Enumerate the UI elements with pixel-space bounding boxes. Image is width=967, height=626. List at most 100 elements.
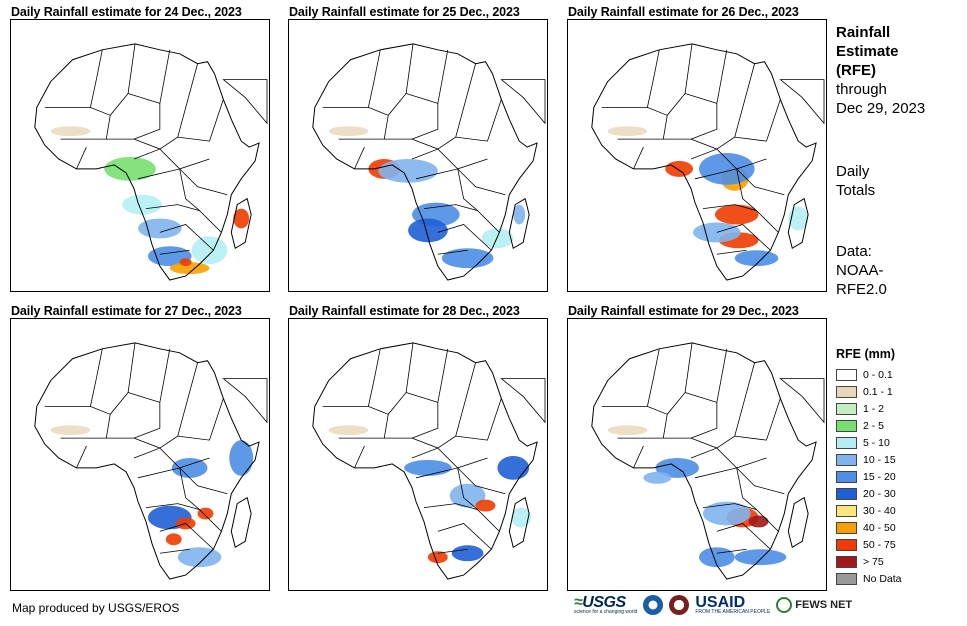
usgs-logo-text: USGS: [582, 594, 626, 611]
country-border: [734, 99, 781, 142]
rainfall-area: [191, 236, 228, 265]
seal-logo-icon: [669, 594, 690, 615]
country-border: [411, 447, 488, 469]
country-border: [423, 204, 500, 233]
legend-item: 0.1 - 1: [836, 383, 902, 400]
rainfall-area: [171, 457, 208, 478]
rainfall-map-26dec: [567, 19, 827, 292]
panel-title-29dec: Daily Rainfall estimate for 29 Dec., 202…: [568, 304, 799, 318]
legend-label: 0.1 - 1: [863, 385, 893, 398]
title-line-1: Rainfall: [836, 24, 891, 41]
arabia-landmass: [222, 378, 268, 424]
country-border: [179, 467, 200, 510]
usgs-logo: ≈USGS science for a changing world: [574, 594, 638, 615]
country-border: [716, 249, 747, 255]
country-border: [690, 447, 767, 469]
country-border: [137, 467, 228, 495]
country-border: [411, 63, 476, 150]
rainfall-map-25dec: [288, 19, 548, 292]
panel-title-28dec: Daily Rainfall estimate for 28 Dec., 202…: [289, 304, 520, 318]
legend-swatch: [836, 470, 857, 483]
country-border: [411, 103, 439, 140]
country-border: [76, 445, 87, 469]
light-rain-area: [328, 425, 369, 436]
rainfall-area: [404, 459, 452, 476]
country-border: [137, 168, 228, 196]
legend-label: 5 - 10: [863, 436, 890, 449]
legend-item: > 75: [836, 553, 902, 570]
rainfall-map-28dec: [288, 318, 548, 591]
usaid-logo: USAID FROM THE AMERICAN PEOPLE: [695, 594, 770, 615]
legend-item: 50 - 75: [836, 536, 902, 553]
country-border: [133, 63, 198, 150]
legend-swatch: [836, 385, 857, 398]
country-border: [694, 467, 785, 495]
legend-item: 20 - 30: [836, 485, 902, 502]
panel-title-26dec: Daily Rainfall estimate for 26 Dec., 202…: [568, 5, 799, 19]
country-border: [633, 146, 644, 170]
country-border: [646, 348, 660, 407]
legend-label: 50 - 75: [863, 538, 896, 551]
country-border: [177, 99, 224, 142]
legend-label: 15 - 20: [863, 470, 896, 483]
logo-strip: ≈USGS science for a changing world USAID…: [574, 594, 852, 615]
country-border: [690, 402, 718, 439]
country-border: [716, 548, 747, 554]
madagascar-outline: [508, 496, 530, 549]
data-line-3: RFE2.0: [836, 281, 887, 298]
rainfall-area: [138, 218, 182, 239]
rainfall-map-27dec: [10, 318, 270, 591]
legend-label: 0 - 0.1: [863, 368, 893, 381]
rainfall-area: [233, 208, 250, 229]
legend-label: No Data: [863, 572, 902, 585]
country-border: [702, 204, 779, 233]
rainfall-area: [714, 204, 759, 225]
fewsnet-logo: FEWS NET: [776, 596, 852, 613]
legend-label: 10 - 15: [863, 453, 896, 466]
country-border: [109, 43, 136, 116]
legend-item: 40 - 50: [836, 519, 902, 536]
country-border: [109, 342, 136, 415]
country-border: [177, 398, 224, 441]
country-border: [690, 148, 767, 170]
usaid-logo-text: USAID: [695, 594, 746, 611]
legend-swatch: [836, 555, 857, 568]
rainfall-area: [378, 158, 438, 183]
country-border: [367, 348, 381, 407]
panel-title-27dec: Daily Rainfall estimate for 27 Dec., 202…: [11, 304, 242, 318]
light-rain-area: [50, 425, 91, 436]
country-border: [437, 249, 468, 255]
rainfall-area: [451, 545, 484, 562]
legend-swatch: [836, 419, 857, 432]
legend-swatch: [836, 436, 857, 449]
rainfall-area: [734, 250, 779, 267]
country-border: [159, 548, 190, 554]
country-border: [367, 49, 381, 108]
rainfall-area: [122, 194, 162, 215]
legend-item: No Data: [836, 570, 902, 587]
country-border: [89, 348, 103, 407]
data-source: Data: NOAA- RFE2.0: [836, 242, 887, 299]
country-border: [411, 148, 488, 170]
rainfall-area: [481, 228, 514, 249]
country-border: [133, 148, 210, 170]
legend-swatch: [836, 572, 857, 585]
madagascar-outline: [508, 197, 530, 250]
country-border: [411, 362, 476, 449]
daily-line-1: Daily: [836, 163, 870, 180]
country-border: [159, 523, 214, 550]
light-rain-area: [50, 126, 91, 137]
through-date: Dec 29, 2023: [836, 100, 926, 117]
light-rain-area: [328, 126, 369, 137]
map-credit: Map produced by USGS/EROS: [12, 601, 180, 615]
light-rain-area: [607, 126, 648, 137]
rainfall-map-29dec: [567, 318, 827, 591]
legend-item: 10 - 15: [836, 451, 902, 468]
title-line-3: (RFE): [836, 62, 876, 79]
legend-swatch: [836, 487, 857, 500]
legend-swatch: [836, 453, 857, 466]
country-border: [76, 146, 87, 170]
country-border: [684, 348, 728, 403]
rainfall-area: [229, 440, 254, 476]
daily-totals-label: Daily Totals: [836, 162, 875, 200]
